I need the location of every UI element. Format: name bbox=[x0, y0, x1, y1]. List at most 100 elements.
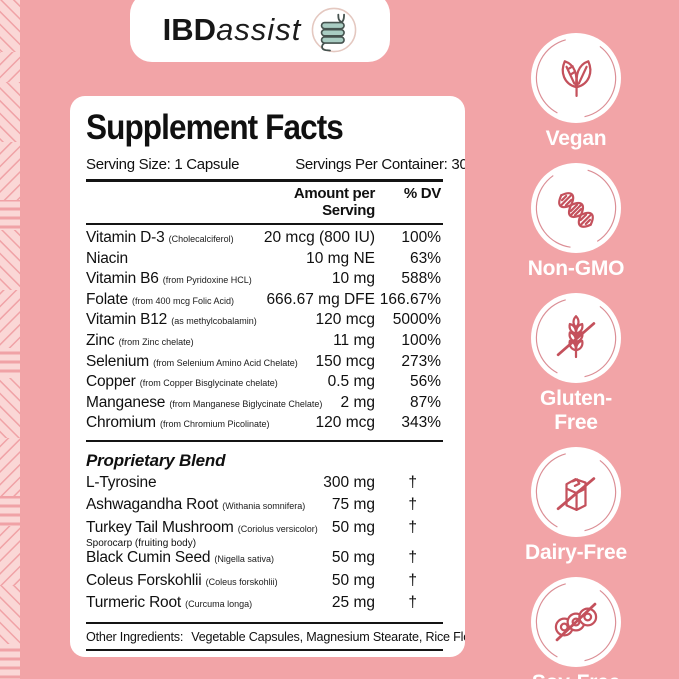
blend-daily-value: † bbox=[408, 571, 417, 589]
blend-ingredient-name: Black Cumin Seed bbox=[86, 549, 211, 567]
blend-daily-value: † bbox=[408, 594, 417, 612]
blend-amount: 25 mg bbox=[331, 594, 375, 612]
nutrient-name: Chromium bbox=[86, 414, 156, 432]
nutrient-row: Vitamin D-3 (Cholecalciferol) 20 mcg (80… bbox=[86, 229, 443, 250]
nutrient-amount: 150 mcg bbox=[315, 352, 375, 370]
blend-row-wrap: Coleus Forskohlii (Coleus forskohlii) 50… bbox=[86, 572, 443, 595]
servings-per-container: Servings Per Container: 30 bbox=[295, 156, 465, 173]
nutrient-daily-value: 56% bbox=[409, 373, 441, 391]
proprietary-blend-table: L-Tyrosine 300 mg † Ashwagandha Root (Wi… bbox=[86, 474, 443, 617]
nutrient-name: Vitamin D-3 bbox=[86, 229, 165, 246]
wheat-crossed-icon bbox=[531, 293, 621, 383]
nutrient-daily-value: 100% bbox=[401, 229, 441, 246]
nutrient-amount: 120 mcg bbox=[315, 311, 375, 329]
blend-name-cell: Ashwagandha Root (Withania somnifera) bbox=[86, 496, 305, 514]
nutrient-row: Copper (from Copper Bisglycinate chelate… bbox=[86, 373, 443, 394]
nutrient-source-detail: (from Zinc chelate) bbox=[118, 336, 194, 347]
blend-daily-value: † bbox=[408, 518, 417, 536]
blend-name-cell: Turkey Tail Mushroom (Coriolus versicolo… bbox=[86, 519, 318, 537]
nutrient-amount: 666.67 mg DFE bbox=[266, 290, 375, 308]
blend-row: L-Tyrosine 300 mg † bbox=[86, 474, 443, 497]
blend-ingredient-name: L-Tyrosine bbox=[86, 473, 157, 491]
blend-row-wrap: Black Cumin Seed (Nigella sativa) 50 mg … bbox=[86, 549, 443, 572]
nutrient-source-detail: (from Chromium Picolinate) bbox=[160, 419, 270, 430]
nutrient-name-cell: Vitamin B12 (as methylcobalamin) bbox=[86, 311, 257, 329]
soybean-crossed-icon bbox=[531, 577, 621, 667]
nutrient-daily-value: 5000% bbox=[392, 311, 441, 329]
badge-non-gmo: Non-GMO bbox=[528, 163, 624, 281]
nutrient-amount: 0.5 mg bbox=[327, 373, 375, 391]
nutrient-amount: 11 mg bbox=[333, 331, 375, 349]
panel-title: Supplement Facts bbox=[86, 108, 344, 147]
nutrient-daily-value: 343% bbox=[401, 414, 441, 432]
nutrient-name: Vitamin B6 bbox=[86, 270, 159, 288]
certification-badges: Vegan Non-GMO bbox=[521, 33, 631, 679]
nutrient-name: Zinc bbox=[86, 331, 115, 349]
nutrient-source-detail: (as methylcobalamin) bbox=[171, 316, 257, 327]
blend-name-cell: Black Cumin Seed (Nigella sativa) bbox=[86, 549, 274, 567]
blend-amount: 300 mg bbox=[323, 473, 375, 491]
nutrient-row: Manganese (from Manganese Biglycinate Ch… bbox=[86, 394, 443, 415]
section-divider bbox=[86, 439, 443, 442]
nutrient-row: Chromium (from Chromium Picolinate) 120 … bbox=[86, 414, 443, 435]
column-headers: Amount per Serving % DV bbox=[86, 182, 443, 225]
nutrient-row: Zinc (from Zinc chelate) 11 mg 100% bbox=[86, 332, 443, 353]
nutrient-amount: 10 mg bbox=[331, 270, 375, 288]
blend-row-wrap: L-Tyrosine 300 mg † bbox=[86, 474, 443, 497]
intestine-icon bbox=[311, 7, 357, 53]
nutrient-name: Manganese bbox=[86, 393, 166, 411]
blend-row: Turkey Tail Mushroom (Coriolus versicolo… bbox=[86, 519, 443, 542]
blend-latin-name: (Coriolus versicolor) bbox=[237, 523, 318, 534]
blend-ingredient-name: Ashwagandha Root bbox=[86, 496, 219, 514]
nutrient-amount: 2 mg bbox=[340, 393, 375, 411]
nutrient-name: Selenium bbox=[86, 352, 150, 370]
nutrient-name: Vitamin B12 bbox=[86, 311, 168, 329]
nutrient-name-cell: Manganese (from Manganese Biglycinate Ch… bbox=[86, 393, 322, 412]
nutrient-amount: 20 mcg (800 IU) bbox=[263, 229, 375, 246]
nutrient-daily-value: 87% bbox=[409, 393, 441, 411]
blend-amount: 50 mg bbox=[331, 518, 375, 536]
serving-info-row: Serving Size: 1 Capsule Servings Per Con… bbox=[86, 156, 465, 182]
pattern-border bbox=[0, 0, 20, 679]
blend-row: Black Cumin Seed (Nigella sativa) 50 mg … bbox=[86, 549, 443, 572]
nutrient-name-cell: Folate (from 400 mcg Folic Acid) bbox=[86, 291, 257, 309]
nutrient-row: Vitamin B6 (from Pyridoxine HCL) 10 mg 5… bbox=[86, 270, 443, 291]
brand-logo-card: IBD assist bbox=[130, 0, 390, 62]
blend-ingredient-name: Turmeric Root bbox=[86, 594, 182, 612]
nutrient-daily-value: 588% bbox=[401, 270, 441, 288]
blend-daily-value: † bbox=[408, 549, 417, 567]
blend-amount: 50 mg bbox=[331, 549, 375, 567]
nutrient-source-detail: (from 400 mcg Folic Acid) bbox=[132, 295, 235, 306]
section-divider bbox=[86, 621, 443, 624]
nutrient-name-cell: Chromium (from Chromium Picolinate) bbox=[86, 414, 270, 432]
blend-latin-name: (Coleus forskohlii) bbox=[205, 576, 278, 587]
badge-soy-free: Soy-Free bbox=[531, 577, 621, 679]
nutrient-row: Vitamin B12 (as methylcobalamin) 120 mcg… bbox=[86, 311, 443, 332]
nutrient-name-cell: Copper (from Copper Bisglycinate chelate… bbox=[86, 373, 278, 391]
percent-dv-header: % DV bbox=[403, 185, 441, 202]
nutrient-name: Niacin bbox=[86, 249, 128, 267]
nutrient-source-detail: (from Pyridoxine HCL) bbox=[162, 275, 252, 286]
brand-name-italic: assist bbox=[216, 12, 302, 47]
nutrient-amount: 120 mcg bbox=[315, 414, 375, 432]
blend-amount: 75 mg bbox=[331, 496, 375, 514]
nutrient-name: Copper bbox=[86, 373, 136, 391]
nutrient-daily-value: 100% bbox=[401, 331, 441, 349]
nutrient-daily-value: 273% bbox=[401, 352, 441, 370]
nutrient-source-detail: (from Copper Bisglycinate chelate) bbox=[139, 378, 278, 389]
blend-row: Ashwagandha Root (Withania somnifera) 75… bbox=[86, 496, 443, 519]
blend-row-wrap: Ashwagandha Root (Withania somnifera) 75… bbox=[86, 496, 443, 519]
other-ingredients-row: Other Ingredients: Vegetable Capsules, M… bbox=[86, 624, 465, 651]
nutrient-name-cell: Vitamin B6 (from Pyridoxine HCL) bbox=[86, 270, 257, 288]
nutrient-name-cell: Niacin bbox=[86, 250, 257, 268]
blend-latin-name: (Withania somnifera) bbox=[222, 501, 306, 512]
nutrient-name-cell: Vitamin D-3 (Cholecalciferol) bbox=[86, 229, 257, 247]
blend-row: Turmeric Root (Curcuma longa) 25 mg † bbox=[86, 594, 443, 617]
blend-name-cell: Turmeric Root (Curcuma longa) bbox=[86, 594, 257, 612]
nutrient-name: Folate bbox=[86, 290, 128, 308]
brand-wordmark: IBD assist bbox=[163, 12, 302, 48]
nutrient-source-detail: (from Manganese Biglycinate Chelate) bbox=[169, 398, 323, 409]
badge-gluten-free: Gluten-Free bbox=[521, 293, 631, 435]
badge-label: Gluten-Free bbox=[539, 387, 613, 434]
